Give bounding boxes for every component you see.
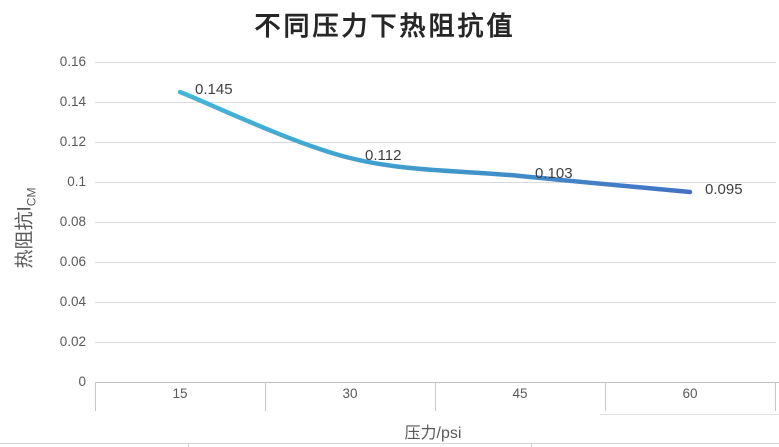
worksheet-row-line [0, 443, 779, 444]
x-axis-line [95, 382, 779, 383]
gridline [95, 222, 776, 223]
chart-title: 不同压力下热阻抗值 [254, 12, 516, 41]
data-point-label: 0.103 [535, 165, 573, 182]
data-point-label: 0.112 [365, 147, 402, 164]
data-point-label: 0.095 [705, 181, 743, 198]
worksheet-column-line [531, 444, 532, 447]
series-line[interactable] [177, 89, 693, 195]
y-tick-label: 0 [78, 374, 86, 389]
y-tick-label: 0.16 [59, 54, 86, 69]
worksheet-column-line [188, 444, 189, 447]
worksheet-gridline-horizontal [600, 414, 779, 415]
category-tick-mark [265, 382, 266, 411]
gridline [95, 302, 776, 303]
y-tick-label: 0.1 [67, 174, 86, 189]
category-tick-mark [95, 382, 96, 411]
y-tick-label: 0.14 [59, 94, 86, 109]
gridline [95, 102, 776, 103]
category-tick-mark [435, 382, 436, 411]
x-axis-title: 压力/psi [404, 425, 462, 442]
y-tick-label: 0.06 [59, 254, 86, 269]
x-tick-label: 30 [342, 386, 358, 401]
y-tick-label: 0.08 [59, 214, 86, 229]
gridline [95, 62, 776, 63]
y-tick-label: 0.04 [59, 294, 86, 309]
gridline [95, 342, 776, 343]
data-point-label: 0.145 [195, 81, 233, 98]
gridline [95, 182, 776, 183]
x-tick-label: 15 [172, 386, 188, 401]
category-tick-mark [775, 382, 776, 411]
y-tick-label: 0.02 [59, 334, 86, 349]
category-tick-mark [605, 382, 606, 411]
y-tick-label: 0.12 [59, 134, 86, 149]
gridline [95, 262, 776, 263]
x-tick-label: 45 [512, 386, 528, 401]
gridline [95, 142, 776, 143]
x-tick-label: 60 [682, 386, 698, 401]
